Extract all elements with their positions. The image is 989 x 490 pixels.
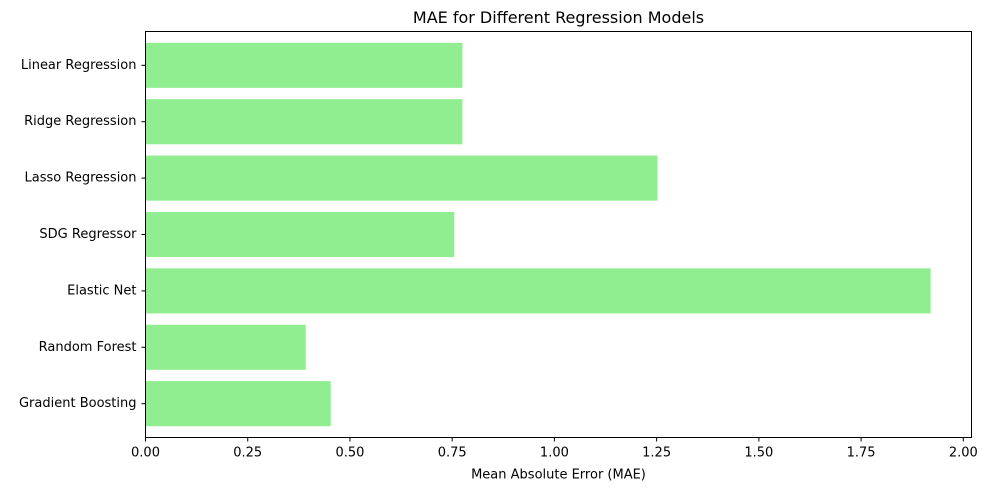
plot-frame — [145, 31, 972, 438]
bar-linear-regression — [145, 42, 463, 88]
bar-ridge-regression — [145, 99, 463, 145]
y-tick-label: Elastic Net — [67, 283, 136, 298]
y-tick-label: Random Forest — [39, 340, 137, 355]
bars-group — [145, 42, 931, 427]
bar-gradient-boosting — [145, 381, 331, 427]
x-axis-label: Mean Absolute Error (MAE) — [471, 468, 646, 483]
x-tick-label: 0.25 — [233, 446, 262, 461]
x-tick-label: 0.50 — [335, 446, 364, 461]
x-tick-label: 1.25 — [642, 446, 671, 461]
bar-sdg-regressor — [145, 211, 455, 258]
y-tick-label: Gradient Boosting — [19, 396, 137, 411]
chart-title: MAE for Different Regression Models — [413, 8, 704, 27]
x-tick-label: 2.00 — [949, 446, 978, 461]
y-axis-ticks: Linear Regression Ridge Regression Lasso R… — [19, 58, 146, 411]
y-tick-label: Ridge Regression — [24, 114, 136, 129]
bar-lasso-regression — [145, 155, 658, 201]
x-tick-label: 1.75 — [847, 446, 876, 461]
x-axis-ticks: 0.00 0.25 0.50 0.75 1.00 1.25 1.50 1.75 2.00 — [131, 437, 978, 461]
y-tick-label: Linear Regression — [21, 58, 137, 73]
x-tick-label: 0.00 — [131, 446, 160, 461]
x-tick-label: 1.00 — [540, 446, 569, 461]
bar-random-forest — [145, 324, 306, 370]
bar-elastic-net — [145, 268, 931, 314]
y-tick-label: Lasso Regression — [25, 171, 137, 186]
x-tick-label: 1.50 — [744, 446, 773, 461]
x-tick-label: 0.75 — [438, 446, 467, 461]
y-tick-label: SDG Regressor — [39, 227, 137, 242]
